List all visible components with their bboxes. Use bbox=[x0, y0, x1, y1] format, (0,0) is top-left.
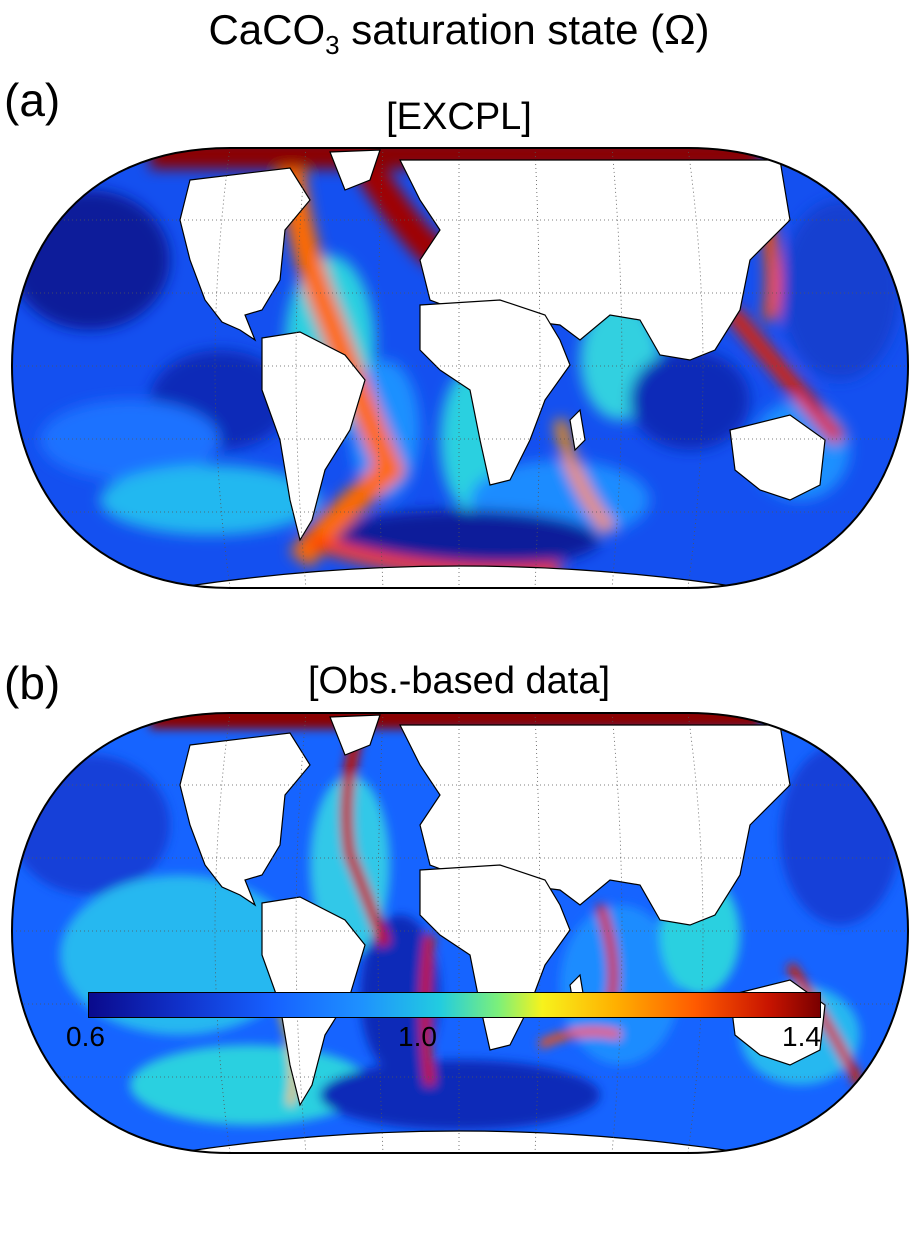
figure-title: CaCO3 saturation state (Ω) bbox=[208, 6, 710, 60]
panel-b-title: [Obs.-based data] bbox=[307, 660, 611, 702]
panel-b-label: (b) bbox=[4, 657, 61, 709]
colorbar-min-label: 0.6 bbox=[66, 1021, 105, 1052]
colorbar-mid-label: 1.0 bbox=[398, 1021, 437, 1052]
map-panel-a bbox=[10, 147, 910, 589]
panel-a-title: [EXCPL] bbox=[386, 96, 532, 138]
colorbar-max-label: 1.4 bbox=[782, 1021, 821, 1052]
map-panel-b bbox=[10, 712, 910, 1154]
colorbar bbox=[88, 992, 821, 1018]
panel-a-label: (a) bbox=[4, 74, 61, 126]
